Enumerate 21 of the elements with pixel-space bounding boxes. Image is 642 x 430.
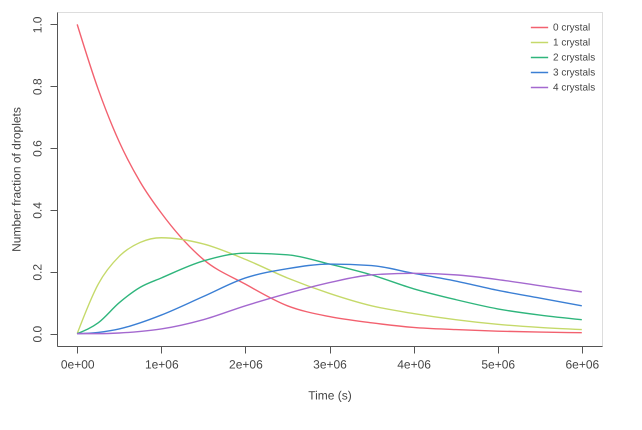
y-axis-title: Number fraction of droplets [10,107,24,252]
legend-label: 1 crystal [553,38,590,48]
y-tick-label: 0.2 [30,264,44,281]
x-tick-label: 1e+06 [144,358,179,372]
x-tick-label: 5e+06 [481,358,516,372]
legend-label: 2 crystals [553,52,596,64]
line-series [76,237,583,334]
y-tick-label: 0.6 [30,140,44,157]
y-tick-label: 0.8 [30,78,44,96]
x-tick-label: 6e+06 [565,358,600,372]
x-tick-label: 3e+06 [313,358,348,372]
x-tick-label: 4e+06 [397,358,432,372]
y-tick-label: 0.4 [30,202,44,219]
x-tick-label: 0e+00 [60,358,95,372]
y-tick-label: 0.0 [30,325,44,342]
legend-label: 0 crystal [553,22,590,34]
y-tick-label: 1.0 [30,16,44,34]
x-axis-title: Time (s) [308,388,352,402]
legend-label: 4 crystals [553,82,596,94]
x-tick-label: 2e+06 [229,358,264,372]
legend-label: 3 crystals [553,68,596,78]
